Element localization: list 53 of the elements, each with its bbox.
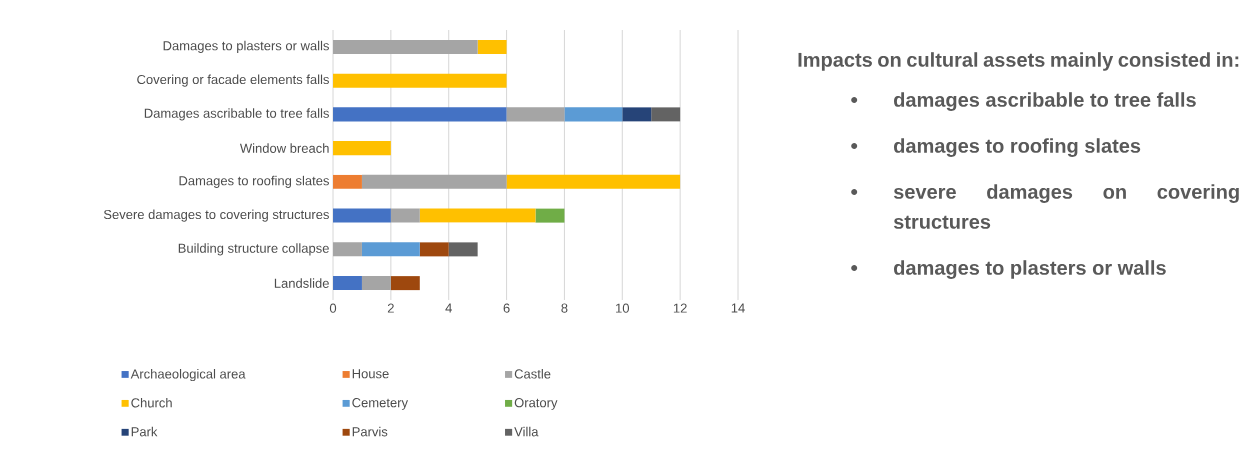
- legend-label: House: [352, 369, 389, 379]
- bar: [361, 174, 507, 189]
- bar: [333, 107, 507, 122]
- text: damages to roofing slates: [894, 138, 1141, 157]
- bar: [564, 107, 623, 122]
- bar: [448, 242, 478, 257]
- bar: [333, 208, 391, 223]
- y-tick-label: Building structure collapse: [178, 243, 329, 256]
- bar: [419, 208, 536, 223]
- text: damages ascribable to tree falls: [894, 92, 1196, 111]
- x-tick-label: 14: [731, 303, 745, 313]
- x-tick-label: 12: [673, 303, 687, 313]
- x-tick-label: 10: [616, 303, 630, 313]
- bar: [506, 174, 681, 189]
- legend-label: Park: [131, 426, 158, 437]
- bar: [390, 208, 420, 223]
- y-tick-label: Window breach: [239, 143, 329, 153]
- x-tick-label: 6: [503, 303, 510, 313]
- y-tick-label: Landslide: [274, 278, 329, 288]
- bar: [361, 276, 391, 291]
- x-tick-label: 2: [387, 303, 394, 313]
- bar: [622, 107, 652, 122]
- bar: [333, 141, 391, 156]
- y-tick-label: Damages to roofing slates: [179, 175, 329, 188]
- y-tick-label: Damages ascribable to tree falls: [144, 108, 329, 121]
- bar: [333, 39, 478, 54]
- legend-label: Oratory: [514, 398, 558, 410]
- bar: [333, 242, 362, 257]
- legend-label: Castle: [514, 368, 551, 379]
- bar: [333, 276, 362, 291]
- bar: [419, 242, 449, 257]
- legend-label: Church: [131, 397, 172, 408]
- bar: [651, 107, 681, 122]
- text: Impacts on cultural assets mainly consisted in:: [798, 52, 1239, 71]
- x-tick-label: 0: [329, 303, 337, 313]
- bar: [535, 208, 565, 223]
- x-tick-label: 8: [561, 303, 568, 313]
- legend-label: Cemetery: [352, 398, 409, 410]
- bar: [506, 107, 565, 122]
- legend-label: Parvis: [352, 426, 388, 437]
- legend-label: Villa: [514, 426, 539, 437]
- y-tick-label: Damages to plasters or walls: [163, 40, 329, 53]
- legend-label: Archaeological area: [130, 368, 246, 382]
- bar: [361, 242, 420, 257]
- x-tick-label: 4: [445, 303, 452, 313]
- bar: [477, 39, 507, 54]
- text: damages to plasters or walls: [894, 260, 1166, 279]
- y-tick-label: Covering or facade elements falls: [137, 74, 329, 87]
- bar: [333, 73, 507, 88]
- bar: [390, 276, 420, 291]
- text: severe damages on covering structures: [893, 184, 1239, 229]
- bar: [333, 174, 362, 189]
- y-tick-label: Severe damages to covering structures: [103, 209, 329, 222]
